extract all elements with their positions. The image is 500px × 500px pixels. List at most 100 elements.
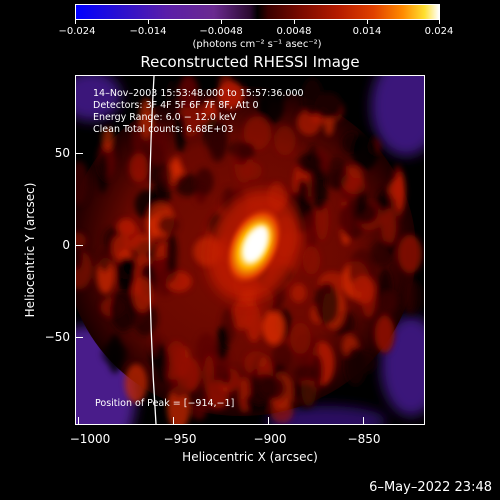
colorbar-tick-label: 0.024: [424, 26, 454, 37]
emission-blob: [374, 315, 395, 353]
y-tick-mark: [76, 337, 83, 338]
colorbar: [75, 4, 440, 20]
emission-blob: [270, 398, 294, 423]
y-tick-mark: [76, 153, 83, 154]
emission-blob: [403, 274, 415, 314]
emission-blob: [101, 341, 128, 366]
emission-blob: [132, 277, 153, 312]
colorbar-tick-mark: [294, 19, 295, 24]
emission-blob: [195, 168, 214, 196]
emission-blob: [123, 223, 141, 248]
colorbar-tick-label: 0.0048: [276, 26, 312, 37]
emission-blob: [295, 382, 317, 410]
emission-blob: [124, 363, 148, 403]
x-tick-label: −900: [253, 432, 287, 446]
emission-blob: [98, 247, 111, 272]
emission-blob: [297, 152, 323, 174]
emission-blob: [132, 122, 145, 153]
colorbar-tick-label: −0.014: [129, 26, 167, 37]
emission-blob: [246, 304, 262, 343]
emission-blob: [258, 97, 270, 116]
solar-limb-line: [148, 76, 157, 424]
x-axis-label: Heliocentric X (arcsec): [182, 450, 318, 464]
emission-blob: [110, 290, 137, 332]
emission-blob: [157, 216, 179, 234]
emission-blob: [174, 173, 200, 197]
emission-blob: [76, 244, 83, 271]
y-tick-label: −50: [44, 330, 70, 344]
emission-blob: [353, 202, 378, 224]
emission-blob: [160, 163, 172, 190]
emission-blob: [246, 77, 267, 97]
emission-blob: [394, 171, 406, 212]
observation-time: 14–Nov–2003 15:53:48.000 to 15:57:36.000: [93, 88, 304, 99]
detectors-info: Detectors: 3F 4F 5F 6F 7F 8F, Att 0: [93, 100, 259, 111]
emission-blob: [303, 212, 320, 248]
y-tick-mark: [76, 245, 83, 246]
render-timestamp: 6–May–2022 23:48: [369, 480, 492, 495]
emission-blob: [176, 357, 199, 389]
emission-blob: [314, 282, 340, 325]
emission-blob: [175, 114, 186, 153]
emission-blob: [344, 178, 366, 195]
emission-blob: [297, 109, 322, 136]
emission-blob: [123, 257, 137, 275]
emission-blob: [97, 152, 109, 193]
emission-blob: [252, 374, 278, 403]
emission-blob: [76, 161, 89, 206]
emission-blob: [352, 132, 379, 170]
colorbar-tick-label: 0.014: [352, 26, 382, 37]
emission-blob: [344, 346, 367, 386]
emission-blob: [217, 80, 244, 110]
emission-blob: [370, 240, 394, 267]
emission-blob: [129, 153, 149, 183]
y-tick-label: 50: [54, 146, 70, 160]
flare-source: [206, 190, 302, 302]
emission-blob: [208, 128, 227, 163]
emission-blob: [170, 156, 182, 178]
colorbar-tick-mark: [221, 19, 222, 24]
colorbar-tick-mark: [75, 19, 76, 24]
x-tick-label: −1000: [69, 432, 111, 446]
emission-blob: [102, 127, 114, 152]
emission-blob: [397, 234, 423, 274]
emission-blob: [296, 178, 308, 221]
x-tick-label: −850: [347, 432, 381, 446]
colorbar-units: (photons cm⁻² s⁻¹ asec⁻²): [192, 39, 322, 50]
emission-blob: [243, 116, 272, 150]
colorbar-tick-mark: [148, 19, 149, 24]
emission-blob: [302, 246, 321, 275]
emission-blob: [381, 208, 397, 246]
energy-range: Energy Range: 6.0 − 12.0 keV: [93, 112, 237, 123]
emission-blob: [290, 283, 307, 303]
peak-position: Position of Peak = [−914,−1]: [95, 398, 235, 409]
emission-blob: [326, 156, 348, 190]
method-counts: Clean Total counts: 6.68E+03: [93, 124, 234, 135]
emission-blob: [240, 161, 262, 180]
emission-blob: [272, 342, 293, 370]
emission-blob: [191, 401, 207, 420]
colorbar-tick-mark: [367, 19, 368, 24]
emission-blob: [216, 325, 229, 361]
emission-blob: [274, 125, 296, 156]
rhessi-image: [75, 75, 425, 425]
y-axis-label: Heliocentric Y (arcsec): [23, 182, 37, 318]
emission-blob: [378, 291, 396, 314]
emission-blob: [351, 275, 376, 304]
emission-blob: [262, 310, 285, 345]
colorbar-tick-label: −0.0048: [199, 26, 243, 37]
x-tick-label: −950: [163, 432, 197, 446]
x-tick-mark: [78, 417, 79, 424]
emission-blob: [312, 168, 328, 211]
emission-blob: [203, 354, 215, 397]
emission-blob: [314, 92, 343, 119]
emission-blob: [165, 80, 178, 120]
emission-blob: [154, 344, 170, 383]
image-canvas: [76, 76, 424, 424]
x-tick-mark: [268, 417, 269, 424]
emission-blob: [311, 354, 324, 389]
colorbar-tick-label: −0.024: [58, 26, 96, 37]
y-tick-label: 0: [62, 238, 70, 252]
emission-blob: [290, 322, 311, 355]
emission-blob: [178, 76, 199, 109]
